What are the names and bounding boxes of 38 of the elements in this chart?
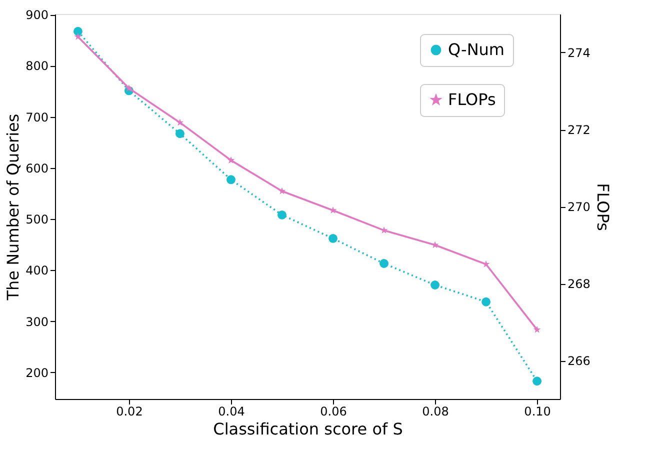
y-tick-label: 900 — [26, 8, 48, 22]
y2-axis-title: FLOPs — [593, 183, 612, 231]
point — [278, 210, 286, 220]
y-tick-label: 700 — [26, 110, 48, 124]
y2-tick-label: 270 — [568, 200, 590, 214]
x-tick-label: 0.10 — [524, 404, 551, 418]
x-tick-label: 0.02 — [116, 404, 143, 418]
y-tick-label: 800 — [26, 59, 48, 74]
point — [176, 118, 184, 126]
point — [176, 129, 184, 138]
y-tick-label: 300 — [26, 314, 48, 329]
y2-tick-label: 274 — [568, 46, 590, 60]
x-tick-label: 0.08 — [422, 404, 449, 418]
point — [482, 297, 491, 306]
point — [226, 175, 236, 184]
point — [74, 32, 82, 40]
y-axis-title: The Number of Queries — [4, 114, 23, 302]
point — [73, 26, 82, 36]
point — [532, 376, 542, 386]
legend-label: Q-Num — [448, 40, 505, 59]
y-tick-label: 200 — [26, 366, 48, 380]
y2-tick-label: 268 — [568, 277, 590, 291]
x-tick-label: 0.04 — [218, 404, 245, 418]
y-tick-label: 600 — [26, 161, 48, 176]
point — [278, 187, 286, 194]
point — [125, 84, 133, 92]
x-tick-label: 0.06 — [320, 404, 347, 418]
y2-tick-label: 266 — [568, 354, 590, 368]
y2-tick-label: 272 — [568, 123, 590, 137]
point — [533, 326, 541, 333]
point — [227, 156, 235, 164]
point — [328, 234, 338, 243]
point — [430, 280, 440, 290]
x-axis-title: Classification score of S — [213, 420, 403, 438]
legend-label: FLOPs — [448, 90, 496, 109]
point — [380, 259, 388, 268]
y-tick-label: 500 — [26, 212, 48, 227]
y-tick-label: 400 — [26, 264, 48, 278]
